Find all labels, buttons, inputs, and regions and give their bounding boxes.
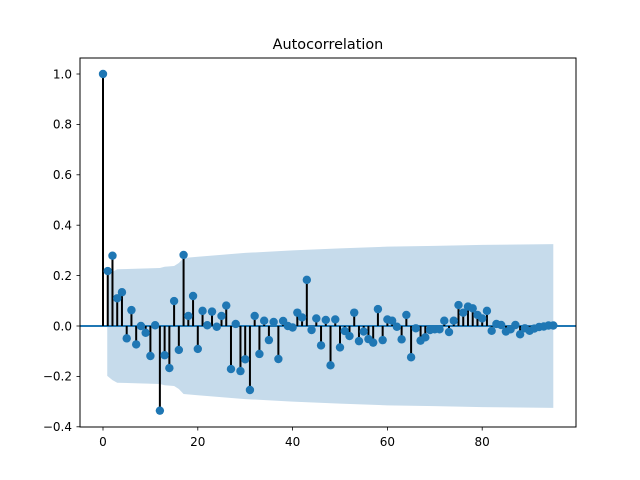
- acf-markers: [98, 69, 558, 415]
- acf-marker: [269, 317, 278, 327]
- acf-marker: [250, 311, 259, 321]
- axes-frame: [79, 57, 577, 428]
- acf-marker: [444, 327, 454, 337]
- acf-marker: [454, 300, 463, 310]
- acf-marker: [515, 330, 525, 339]
- acf-marker: [174, 345, 184, 355]
- acf-marker: [193, 344, 202, 354]
- acf-marker: [160, 351, 169, 360]
- acf-marker: [264, 335, 274, 345]
- acf-marker: [449, 316, 458, 325]
- y-tick-label: 0.6: [53, 168, 72, 182]
- acf-marker: [487, 326, 496, 335]
- acf-marker: [511, 320, 520, 330]
- acf-marker: [103, 266, 112, 276]
- acf-marker: [141, 328, 150, 338]
- acf-marker: [402, 310, 411, 320]
- acf-marker: [146, 351, 155, 361]
- x-tick-label: 40: [285, 435, 300, 449]
- x-axis: 0 20 40 60 80: [99, 427, 490, 449]
- acf-marker: [307, 325, 316, 335]
- acf-marker: [302, 275, 312, 285]
- acf-marker: [155, 406, 165, 415]
- acf-marker: [259, 316, 269, 325]
- acf-marker: [136, 321, 146, 331]
- acf-marker: [397, 335, 406, 344]
- acf-marker: [131, 340, 141, 349]
- y-tick-label: −0.4: [43, 420, 72, 434]
- acf-marker: [331, 315, 340, 324]
- plot-area: [80, 69, 576, 415]
- acf-marker: [255, 349, 264, 359]
- acf-marker: [392, 322, 402, 331]
- acf-marker: [316, 341, 326, 350]
- acf-marker: [165, 363, 174, 373]
- acf-marker: [217, 311, 226, 321]
- acf-marker: [274, 354, 283, 364]
- acf-marker: [184, 311, 193, 321]
- acf-marker: [198, 306, 207, 316]
- acf-marker: [406, 353, 416, 362]
- acf-marker: [321, 315, 330, 325]
- x-tick-label: 60: [380, 435, 395, 449]
- acf-marker: [378, 335, 387, 345]
- acf-marker: [482, 306, 492, 316]
- acf-marker: [222, 301, 231, 310]
- acf-marker: [326, 361, 335, 370]
- acf-marker: [245, 385, 255, 395]
- acf-marker: [150, 321, 160, 330]
- acf-marker: [169, 296, 179, 306]
- acf-marker: [312, 314, 321, 323]
- x-tick-label: 80: [475, 435, 490, 449]
- acf-marker: [468, 304, 477, 313]
- x-tick-label: 20: [190, 435, 205, 449]
- acf-marker: [440, 316, 449, 325]
- acf-marker: [387, 316, 397, 325]
- acf-marker: [108, 251, 117, 260]
- acf-marker: [127, 305, 136, 315]
- y-tick-label: 0.4: [53, 219, 72, 233]
- acf-marker: [122, 334, 131, 343]
- acf-marker: [241, 355, 250, 364]
- acf-marker: [188, 291, 198, 301]
- acf-marker: [373, 304, 383, 314]
- acf-marker: [549, 321, 558, 330]
- acf-marker: [288, 323, 297, 332]
- acf-marker: [212, 322, 221, 331]
- acf-marker: [421, 333, 430, 342]
- y-tick-label: 0.2: [53, 269, 72, 283]
- acf-marker: [435, 325, 444, 334]
- acf-marker: [350, 308, 359, 317]
- acf-marker: [335, 343, 345, 352]
- acf-marker: [297, 313, 307, 322]
- acf-marker: [354, 336, 364, 346]
- acf-marker: [411, 324, 421, 333]
- chart-title: Autocorrelation: [273, 37, 384, 53]
- acf-marker: [203, 321, 212, 330]
- acf-marker: [368, 338, 378, 347]
- acf-marker: [496, 320, 506, 330]
- x-tick-label: 0: [99, 435, 107, 449]
- acf-marker: [236, 366, 245, 376]
- acf-marker: [113, 294, 122, 303]
- acf-marker: [207, 307, 217, 316]
- y-tick-label: 0.8: [53, 118, 72, 132]
- acf-marker: [117, 288, 127, 297]
- y-tick-label: 0.0: [53, 319, 72, 333]
- acf-marker: [478, 314, 487, 323]
- acf-marker: [345, 331, 354, 341]
- acf-marker: [359, 327, 368, 336]
- acf-marker: [98, 69, 108, 79]
- y-tick-label: −0.2: [43, 370, 72, 384]
- y-tick-label: 1.0: [53, 67, 72, 81]
- y-axis: −0.4 −0.2 0.0 0.2 0.4 0.6 0.8 1.0: [43, 67, 80, 434]
- acf-marker: [231, 319, 240, 329]
- acf-marker: [226, 364, 236, 374]
- acf-marker: [459, 308, 468, 317]
- acf-marker: [179, 250, 188, 260]
